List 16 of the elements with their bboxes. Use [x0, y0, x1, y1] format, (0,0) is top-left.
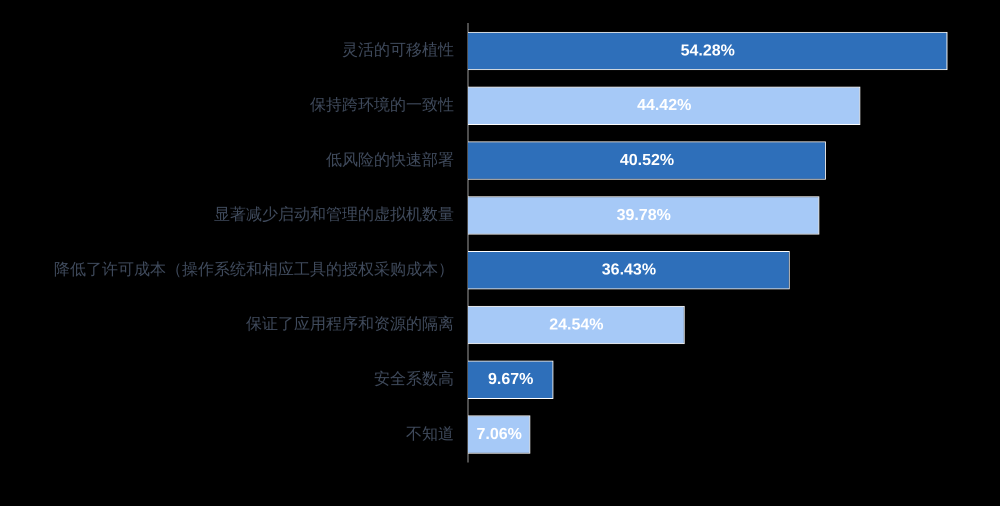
data-label: 44.42% — [637, 97, 692, 114]
y-tick-label: 保持跨环境的一致性 — [310, 94, 454, 114]
y-tick-label: 保证了应用程序和资源的隔离 — [246, 314, 454, 334]
data-label: 40.52% — [620, 152, 674, 170]
y-tick-label: 不知道 — [406, 424, 454, 443]
data-label: 24.54% — [549, 316, 604, 334]
y-tick-label: 灵活的可移植性 — [342, 40, 454, 60]
y-tick-label: 安全系数高 — [374, 368, 454, 388]
data-label: 39.78% — [616, 206, 671, 224]
data-label: 9.67% — [488, 371, 534, 388]
y-tick-label: 降低了许可成本（操作系统和相应工具的授权采购成本） — [54, 259, 454, 278]
data-label: 54.28% — [680, 42, 735, 60]
y-tick-label: 低风险的快速部署 — [326, 150, 454, 169]
y-tick-label: 显著减少启动和管理的虚拟机数量 — [214, 204, 454, 224]
data-label: 7.06% — [476, 426, 522, 444]
data-label: 36.43% — [602, 262, 656, 279]
